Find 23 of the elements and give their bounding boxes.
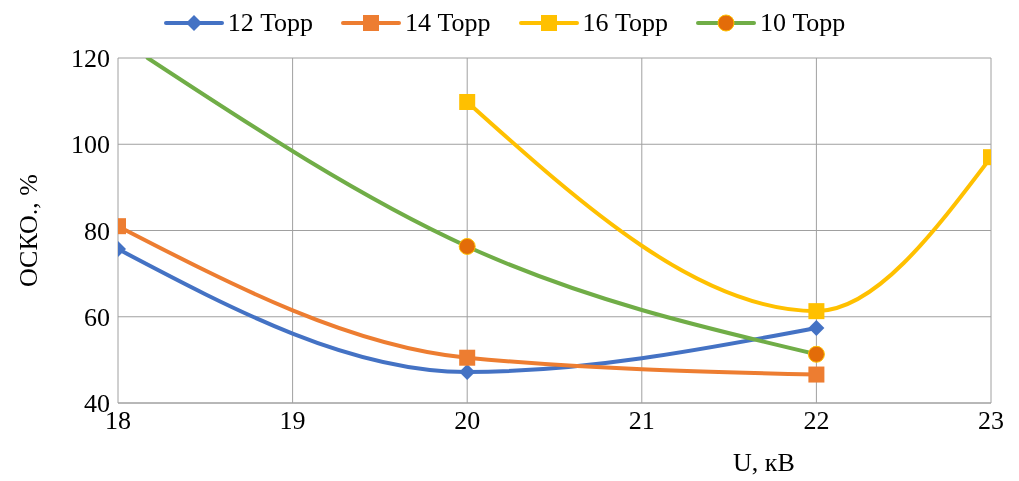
y-tick-label: 80 [84, 216, 110, 246]
x-axis-title: U, кВ [733, 448, 795, 478]
x-tick-label: 20 [454, 406, 481, 436]
x-tick-label: 21 [628, 406, 655, 436]
x-tick-label: 19 [279, 406, 306, 436]
point [459, 363, 476, 380]
y-tick-label: 100 [71, 130, 110, 160]
point [807, 345, 825, 363]
y-tick-label: 60 [84, 302, 110, 332]
point [808, 366, 825, 383]
point [459, 349, 476, 366]
legend-label: 12 Торр [227, 8, 314, 38]
x-tick-label: 23 [978, 406, 1004, 436]
point [459, 93, 476, 110]
point [458, 237, 476, 255]
x-tick-label: 22 [803, 406, 830, 436]
y-axis-title: ОСКО., % [14, 173, 44, 288]
point [808, 303, 825, 320]
point [808, 319, 825, 336]
legend-label: 14 Торр [405, 8, 491, 38]
legend-label: 10 Торр [759, 8, 846, 38]
legend-label: 16 Торр [582, 8, 668, 38]
y-tick-label: 120 [71, 44, 110, 74]
